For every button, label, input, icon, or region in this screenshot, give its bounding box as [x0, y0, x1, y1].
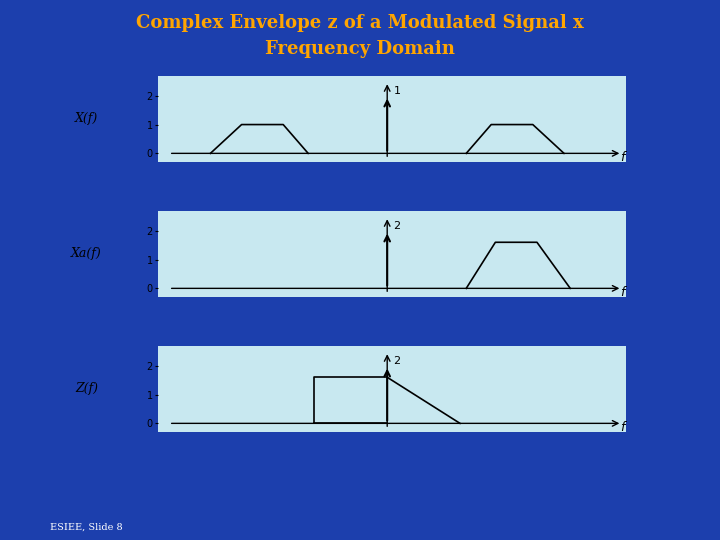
- Text: 2: 2: [393, 356, 400, 366]
- Text: 2: 2: [393, 221, 400, 231]
- Text: Z(f): Z(f): [75, 382, 98, 395]
- Text: Complex Envelope z of a Modulated Signal x: Complex Envelope z of a Modulated Signal…: [136, 14, 584, 31]
- Text: f: f: [620, 151, 624, 164]
- Text: 1: 1: [393, 86, 400, 96]
- Text: f: f: [620, 286, 624, 299]
- Text: ESIEE, Slide 8: ESIEE, Slide 8: [50, 523, 123, 532]
- Text: X(f): X(f): [75, 112, 98, 125]
- Text: Xa(f): Xa(f): [71, 247, 102, 260]
- Text: Frequency Domain: Frequency Domain: [265, 40, 455, 58]
- Text: f: f: [620, 421, 624, 434]
